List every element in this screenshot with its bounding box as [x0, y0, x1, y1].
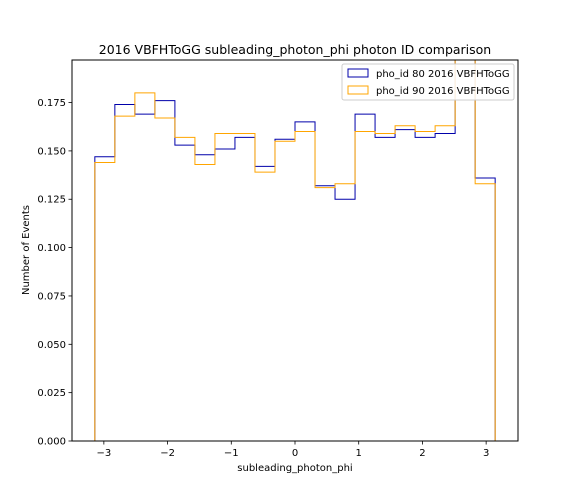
- y-tick-label: 0.100: [37, 243, 66, 254]
- x-axis-ticks: −3 −2 −1 0 1 2 3: [96, 441, 489, 459]
- x-tick-label: 1: [356, 448, 362, 459]
- y-tick-label: 0.000: [37, 437, 66, 448]
- x-axis-label: subleading_photon_phi: [237, 463, 352, 474]
- y-tick-label: 0.175: [37, 98, 66, 109]
- x-tick-label: 0: [292, 448, 298, 459]
- legend-box: [341, 63, 515, 101]
- x-tick-label: −1: [224, 448, 239, 459]
- y-axis-label: Number of Events: [21, 205, 32, 295]
- x-tick-label: 3: [483, 448, 489, 459]
- y-tick-label: 0.150: [37, 146, 66, 157]
- y-tick-label: 0.025: [37, 388, 66, 399]
- legend-swatch-pho-id-80: [347, 68, 369, 78]
- legend-swatch-pho-id-90: [347, 85, 369, 95]
- histogram-series-pho-id-90: [94, 60, 496, 441]
- y-tick-label: 0.075: [37, 291, 66, 302]
- y-tick-label: 0.050: [37, 340, 66, 351]
- y-axis-ticks: 0.000 0.025 0.050 0.075 0.100 0.125 0.150 0.175: [37, 98, 72, 448]
- plot-area: −3 −2 −1 0 1 2 3 0.000 0.025 0.050 0.075 0.100 0.12…: [37, 59, 519, 459]
- chart-title: 2016 VBFHToGG subleading_photon_phi phot…: [99, 42, 491, 57]
- legend-label-pho-id-80: pho_id 80 2016 VBFHToGG: [376, 69, 510, 80]
- series-layer: [94, 60, 496, 441]
- x-tick-label: −3: [96, 448, 111, 459]
- y-tick-label: 0.125: [37, 195, 66, 206]
- legend: pho_id 80 2016 VBFHToGG pho_id 90 2016 V…: [341, 63, 515, 101]
- legend-label-pho-id-90: pho_id 90 2016 VBFHToGG: [376, 86, 510, 97]
- x-tick-label: −2: [160, 448, 175, 459]
- x-tick-label: 2: [419, 448, 425, 459]
